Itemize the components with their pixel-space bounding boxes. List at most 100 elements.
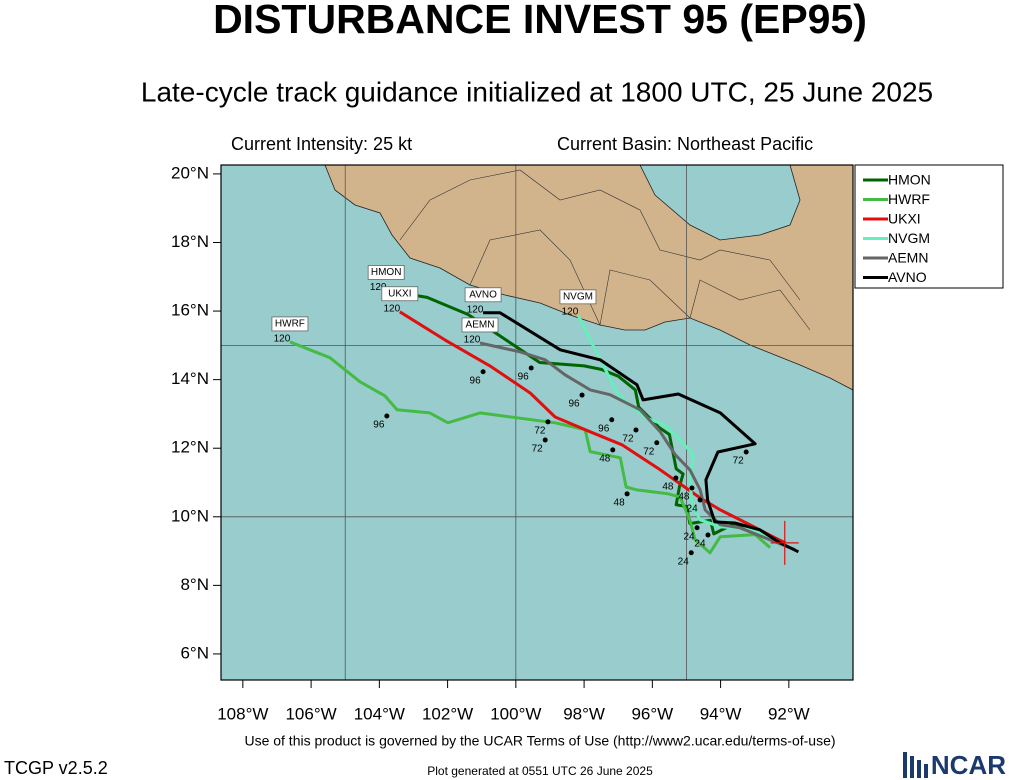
hour-dot [624, 491, 630, 497]
generated-text: Plot generated at 0551 UTC 26 June 2025 [427, 764, 653, 778]
state-borders [399, 169, 801, 301]
terms-text: Use of this product is governed by the U… [244, 733, 835, 749]
model-name: UKXI [388, 288, 411, 299]
hour-label: 24 [687, 504, 699, 515]
model-box [367, 265, 405, 280]
x-tick-label: 92°W [768, 704, 810, 723]
model-name: NVGM [563, 291, 593, 302]
y-tick-label: 12°N [171, 438, 209, 457]
x-tick-label: 102°W [422, 704, 473, 723]
model-box [381, 286, 419, 302]
hour-label: 24 [683, 531, 695, 542]
legend-box [854, 164, 1004, 289]
track-line [289, 340, 772, 555]
end-hour: 120 [383, 303, 400, 314]
hour-dot [743, 449, 749, 455]
end-hour: 120 [467, 304, 484, 315]
y-tick-label: 8°N [180, 575, 209, 594]
hour-dot [654, 440, 660, 446]
hour-dot [545, 419, 551, 425]
version-text: TCGP v2.5.2 [4, 758, 108, 778]
legend: HMON HWRF UKXI NVGM AEMN AVNO [863, 172, 931, 285]
legend-label: UKXI [888, 211, 921, 227]
chart-subtitle: Late-cycle track guidance initialized at… [141, 76, 933, 107]
hour-dot [697, 497, 703, 503]
hour-label: 24 [678, 556, 690, 567]
track-line [399, 310, 786, 545]
model-name: HWRF [275, 319, 305, 330]
hour-label: 48 [678, 492, 690, 503]
logo-bar [903, 752, 907, 778]
hour-dot [609, 417, 615, 423]
logo-bar [917, 760, 921, 778]
hour-dot [673, 475, 679, 481]
axes: 108°W 106°W 104°W 102°W 100°W 98°W 96°W 94°W 92°… [171, 163, 810, 723]
hour-label: 72 [733, 456, 745, 467]
end-hour: 120 [274, 334, 291, 345]
legend-label: AVNO [888, 269, 927, 285]
model-box [461, 317, 499, 333]
tracks [289, 289, 800, 555]
track-labels: 24487296HMON12024487296HWRF12024487296UK… [271, 265, 799, 567]
state-borders [469, 229, 811, 331]
hour-label: 96 [373, 420, 385, 431]
hour-dot [579, 392, 585, 398]
ncar-logo: NCAR [903, 750, 1006, 780]
model-name: AEMN [466, 320, 495, 331]
basin-label: Current Basin: Northeast Pacific [557, 134, 813, 154]
legend-label: NVGM [888, 230, 930, 246]
hour-label: 24 [694, 539, 706, 550]
hour-label: 72 [643, 446, 655, 457]
y-tick-label: 14°N [171, 369, 209, 388]
model-name: HMON [371, 267, 402, 278]
logo-bar [910, 756, 914, 778]
hour-label: 96 [518, 372, 530, 383]
hour-label: 48 [662, 482, 674, 493]
y-tick-label: 10°N [171, 506, 209, 525]
plot-frame [220, 164, 854, 681]
y-tick-label: 16°N [171, 301, 209, 320]
hour-dot [384, 413, 390, 419]
x-tick-label: 106°W [285, 704, 336, 723]
legend-label: HMON [888, 172, 931, 188]
hour-dot [610, 447, 616, 453]
x-tick-label: 108°W [217, 704, 268, 723]
hour-label: 72 [532, 444, 544, 455]
legend-label: HWRF [888, 191, 930, 207]
logo-text: NCAR [931, 750, 1006, 780]
hour-label: 96 [598, 423, 610, 434]
y-tick-label: 18°N [171, 232, 209, 251]
end-hour: 120 [464, 335, 481, 346]
end-hour: 120 [370, 282, 387, 293]
chart-title: DISTURBANCE INVEST 95 (EP95) [213, 0, 867, 42]
x-tick-label: 98°W [563, 704, 605, 723]
y-tick-label: 20°N [171, 163, 209, 182]
grid [221, 165, 853, 680]
end-hour: 120 [562, 306, 579, 317]
hour-dot [688, 550, 694, 556]
map [221, 165, 853, 680]
hour-dot [528, 365, 534, 371]
hour-dot [689, 485, 695, 491]
logo-bar [924, 764, 928, 778]
x-tick-label: 94°W [700, 704, 742, 723]
hour-dot [480, 369, 486, 375]
hour-label: 72 [534, 425, 546, 436]
intensity-label: Current Intensity: 25 kt [231, 134, 412, 154]
hour-label: 48 [599, 454, 611, 465]
y-tick-label: 6°N [180, 643, 209, 662]
x-tick-label: 104°W [354, 704, 405, 723]
track-line [479, 341, 796, 552]
hour-label: 96 [568, 399, 580, 410]
hour-dot [542, 437, 548, 443]
gulf-water [639, 165, 801, 241]
x-tick-label: 96°W [631, 704, 673, 723]
hour-label: 48 [614, 497, 626, 508]
legend-label: AEMN [888, 250, 928, 266]
model-box [559, 289, 597, 305]
model-name: AVNO [469, 289, 497, 300]
hour-label: 72 [622, 434, 634, 445]
hour-dot [694, 525, 700, 531]
model-box [464, 287, 502, 303]
